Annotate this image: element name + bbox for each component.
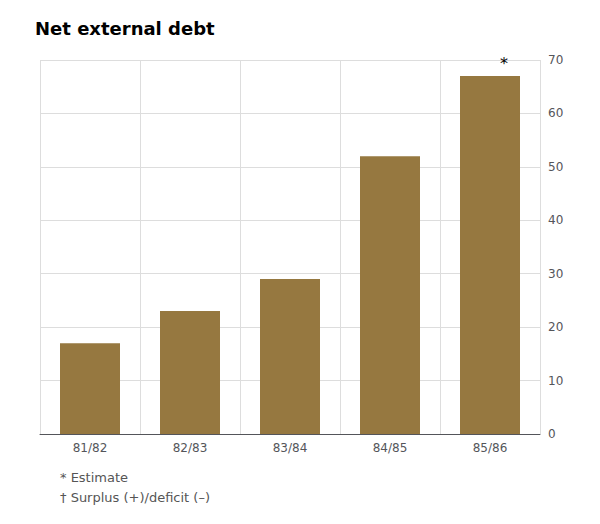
svg-text:84/85: 84/85 [373, 441, 408, 455]
svg-text:40: 40 [548, 213, 563, 227]
svg-text:81/82: 81/82 [73, 441, 108, 455]
svg-text:60: 60 [548, 106, 563, 120]
svg-text:20: 20 [548, 320, 563, 334]
svg-text:82/83: 82/83 [173, 441, 208, 455]
svg-text:30: 30 [548, 267, 563, 281]
svg-text:0: 0 [548, 427, 556, 441]
svg-text:70: 70 [548, 53, 563, 67]
svg-text:85/86: 85/86 [473, 441, 508, 455]
svg-text:† Surplus (+)/deficit (–): † Surplus (+)/deficit (–) [60, 490, 210, 505]
svg-text:50: 50 [548, 160, 563, 174]
svg-text:* Estimate: * Estimate [60, 470, 128, 485]
svg-text:*: * [500, 54, 508, 73]
svg-text:83/84: 83/84 [273, 441, 308, 455]
svg-text:10: 10 [548, 374, 563, 388]
svg-text:Net external debt: Net external debt [35, 18, 215, 39]
